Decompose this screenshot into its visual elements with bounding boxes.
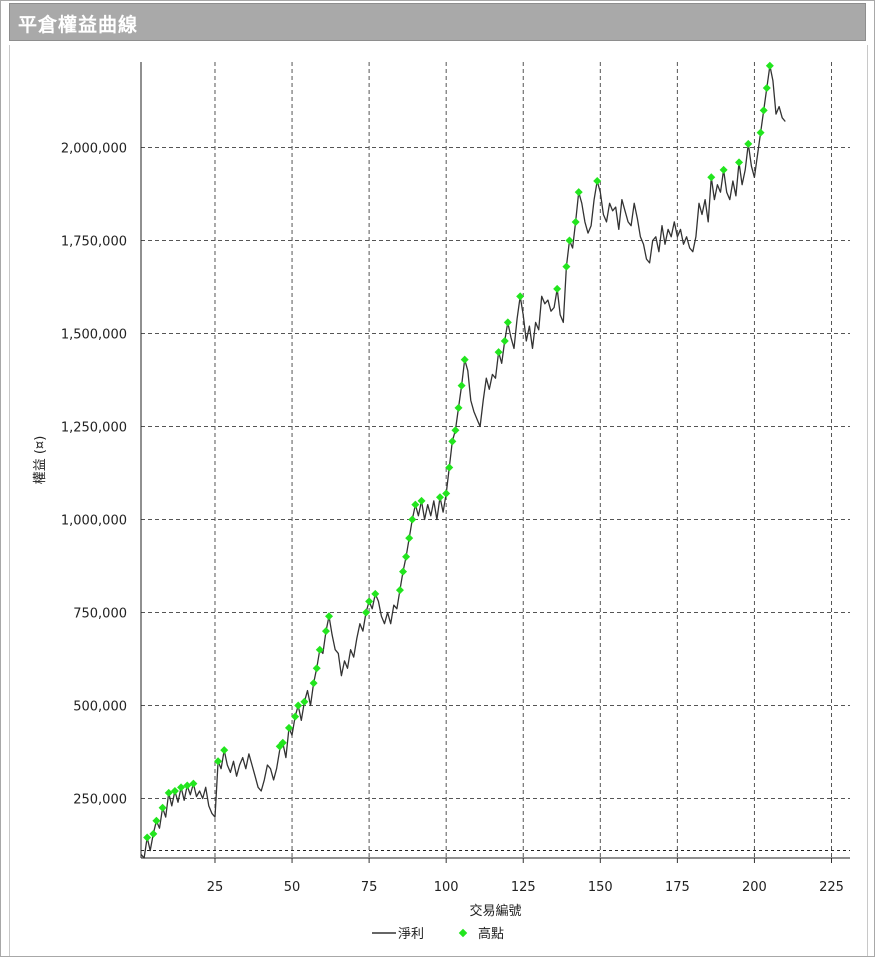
- chart-grid: [141, 62, 850, 858]
- high-marker: [183, 781, 192, 790]
- high-marker: [284, 723, 293, 732]
- high-marker: [214, 757, 223, 766]
- y-tick-label: 250,000: [73, 792, 127, 807]
- high-marker: [143, 833, 152, 842]
- x-tick-label: 125: [511, 880, 536, 895]
- y-tick-label: 750,000: [73, 607, 127, 622]
- high-marker: [170, 787, 179, 796]
- high-marker: [744, 139, 753, 148]
- high-marker: [402, 552, 411, 561]
- y-tick-label: 1,750,000: [61, 235, 127, 250]
- high-marker: [309, 679, 318, 688]
- high-marker: [321, 627, 330, 636]
- high-marker: [494, 348, 503, 357]
- high-marker: [189, 779, 198, 788]
- chart-legend: 淨利 高點: [372, 926, 504, 942]
- y-axis-title: 權益 (¤): [33, 436, 48, 485]
- high-marker: [516, 292, 525, 301]
- x-tick-labels: 25 50 75 100 125 150 175 200 225: [207, 880, 844, 895]
- high-marker: [315, 645, 324, 654]
- legend-highs-label: 高點: [478, 926, 504, 942]
- y-tick-label: 500,000: [73, 699, 127, 714]
- net-profit-line: [140, 65, 786, 859]
- high-marker: [553, 284, 562, 293]
- legend-net-profit-label: 淨利: [398, 927, 424, 942]
- high-marker: [756, 128, 765, 137]
- high-marker: [300, 697, 309, 706]
- high-marker: [735, 158, 744, 167]
- high-marker: [765, 61, 774, 70]
- y-tick-label: 2,000,000: [61, 142, 127, 157]
- high-marker: [571, 217, 580, 226]
- x-tick-label: 75: [361, 880, 378, 895]
- x-tick-label: 150: [588, 880, 613, 895]
- x-tick-label: 225: [819, 880, 844, 895]
- high-marker: [707, 173, 716, 182]
- high-marker: [460, 355, 469, 364]
- high-marker: [294, 701, 303, 710]
- high-marker: [408, 515, 417, 524]
- high-marker: [457, 381, 466, 390]
- series-highs: [143, 61, 774, 842]
- high-marker: [325, 612, 334, 621]
- high-marker: [312, 664, 321, 673]
- high-marker: [574, 188, 583, 197]
- high-marker: [220, 746, 229, 755]
- high-marker: [593, 177, 602, 186]
- high-marker: [454, 403, 463, 412]
- high-marker: [562, 262, 571, 271]
- high-marker: [177, 783, 186, 792]
- high-marker: [158, 803, 167, 812]
- high-marker: [399, 567, 408, 576]
- high-marker: [759, 106, 768, 115]
- chart-axes: [140, 62, 850, 863]
- high-marker: [278, 738, 287, 747]
- high-marker: [500, 336, 509, 345]
- high-marker: [448, 437, 457, 446]
- high-marker: [417, 496, 426, 505]
- high-marker: [371, 589, 380, 598]
- window-titlebar[interactable]: 平倉權益曲線: [9, 3, 866, 41]
- high-marker: [365, 597, 374, 606]
- high-marker: [442, 489, 451, 498]
- series-net-profit: [140, 65, 786, 859]
- high-marker: [149, 829, 158, 838]
- x-tick-label: 100: [434, 880, 459, 895]
- x-axis-title: 交易編號: [469, 903, 521, 919]
- y-tick-label: 1,000,000: [61, 514, 127, 529]
- legend-marker-swatch: [458, 928, 468, 938]
- high-marker: [152, 816, 161, 825]
- high-marker: [762, 84, 771, 93]
- high-marker: [395, 586, 404, 595]
- x-tick-label: 175: [665, 880, 690, 895]
- x-tick-label: 25: [207, 880, 224, 895]
- high-marker: [445, 463, 454, 472]
- chart-frame: [9, 45, 868, 956]
- y-tick-label: 1,250,000: [61, 421, 127, 436]
- high-marker: [451, 426, 460, 435]
- high-marker: [565, 236, 574, 245]
- high-marker: [405, 534, 414, 543]
- x-tick-label: 200: [742, 880, 767, 895]
- x-tick-label: 50: [284, 880, 301, 895]
- high-marker: [719, 165, 728, 174]
- y-tick-label: 1,500,000: [61, 328, 127, 343]
- high-marker: [362, 608, 371, 617]
- y-tick-labels: 250,000 500,000 750,000 1,000,000 1,250,000 1…: [61, 142, 127, 808]
- high-marker: [164, 788, 173, 797]
- high-marker: [503, 318, 512, 327]
- high-marker: [411, 500, 420, 509]
- window-title: 平倉權益曲線: [18, 14, 139, 36]
- high-marker: [436, 493, 445, 502]
- high-marker: [291, 712, 300, 721]
